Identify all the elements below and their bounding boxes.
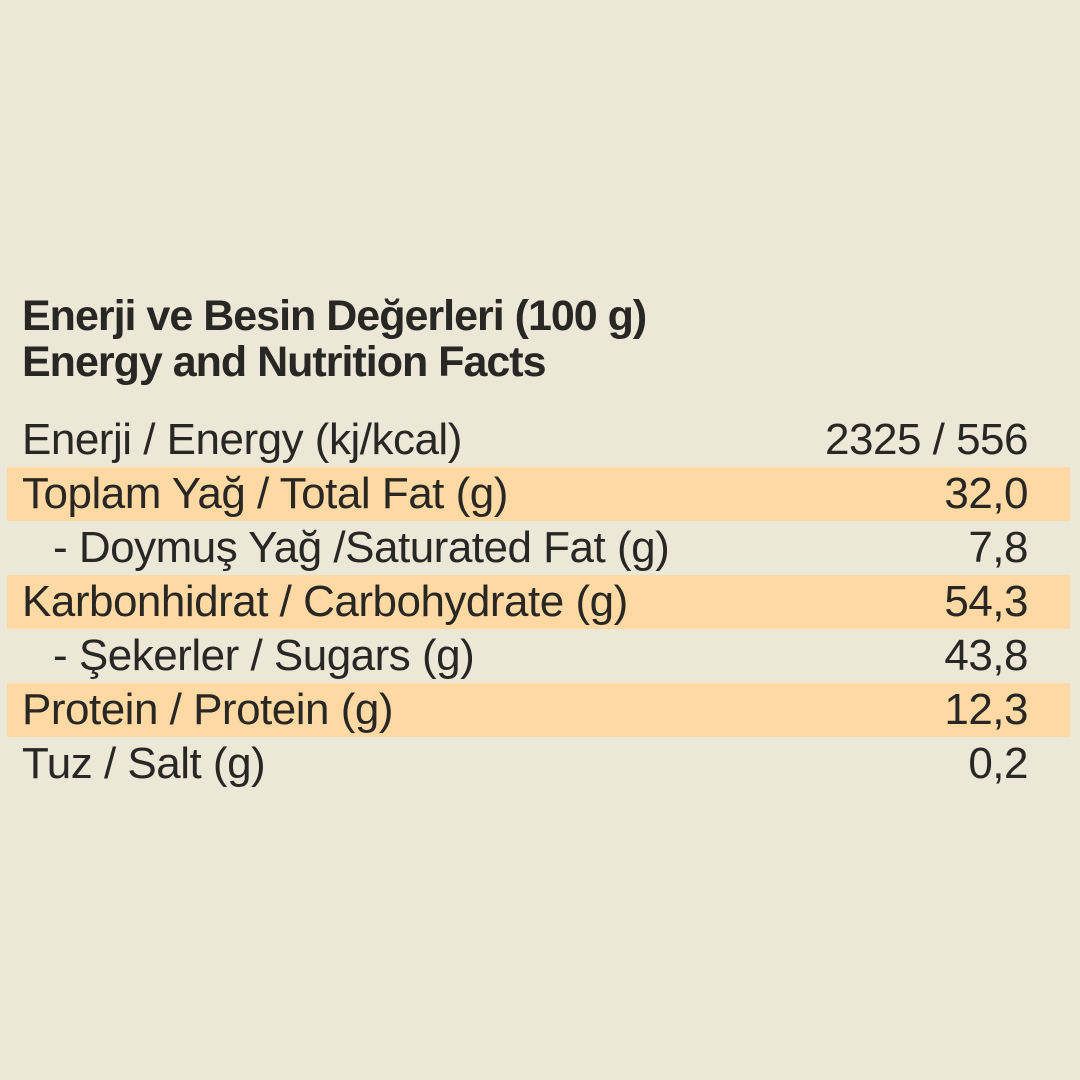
title-line-english: Energy and Nutrition Facts [22,338,547,386]
nutrient-value: 0,2 [968,739,1028,788]
nutrient-label: Protein / Protein (g) [22,685,393,734]
nutrient-label: Toplam Yağ / Total Fat (g) [22,469,508,518]
table-row: - Şekerler / Sugars (g) 43,8 [7,629,1070,683]
table-row: Tuz / Salt (g) 0,2 [7,737,1070,791]
table-row: Karbonhidrat / Carbohydrate (g) 54,3 [7,575,1070,629]
nutrient-value: 54,3 [944,577,1028,626]
table-row: Enerji / Energy (kj/kcal) 2325 / 556 [7,413,1070,467]
nutrient-value: 7,8 [968,523,1028,572]
nutrient-value: 12,3 [944,685,1028,734]
nutrient-value: 2325 / 556 [825,415,1028,464]
title-line-turkish: Enerji ve Besin Değerleri (100 g) [22,292,647,340]
nutrient-value: 43,8 [944,631,1028,680]
nutrition-table: Enerji / Energy (kj/kcal) 2325 / 556 Top… [7,413,1070,791]
nutrient-label: Tuz / Salt (g) [22,739,266,788]
nutrient-label: Karbonhidrat / Carbohydrate (g) [22,577,628,626]
page-title: Enerji ve Besin Değerleri (100 g) Energy… [22,292,647,386]
nutrient-label: - Doymuş Yağ /Saturated Fat (g) [53,523,670,572]
nutrient-label: Enerji / Energy (kj/kcal) [22,415,462,464]
nutrient-value: 32,0 [944,469,1028,518]
nutrient-label: - Şekerler / Sugars (g) [53,631,475,680]
table-row: Toplam Yağ / Total Fat (g) 32,0 [7,467,1070,521]
table-row: - Doymuş Yağ /Saturated Fat (g) 7,8 [7,521,1070,575]
table-row: Protein / Protein (g) 12,3 [7,683,1070,737]
